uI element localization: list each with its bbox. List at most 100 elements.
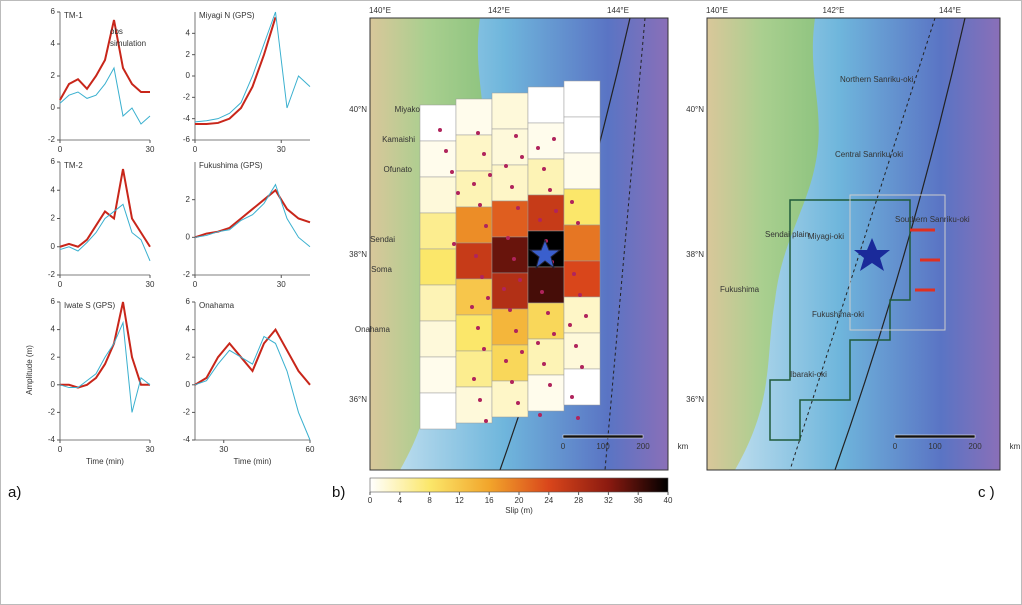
slip-cell	[527, 158, 565, 196]
y-tick-label: -2	[48, 270, 56, 279]
waveform-line	[194, 327, 311, 386]
aftershock	[476, 326, 480, 330]
aftershock	[518, 278, 522, 282]
x-tick-label: 30	[146, 145, 155, 154]
lon-label: 140°E	[706, 6, 728, 15]
place-label: Sendai	[370, 235, 395, 244]
place-label: Onahama	[355, 325, 391, 334]
aftershock	[584, 314, 588, 318]
y-tick-label: 0	[51, 242, 56, 251]
lat-label: 38°N	[686, 250, 704, 259]
slip-cell	[563, 188, 601, 226]
slip-cell	[527, 122, 565, 160]
colorbar-tick-label: 16	[485, 496, 494, 505]
scale-label: 0	[893, 442, 898, 451]
waveform-line	[59, 66, 151, 125]
x-tick-label: 30	[277, 280, 286, 289]
slip-cell	[527, 86, 565, 124]
y-tick-label: 0	[51, 380, 56, 389]
y-tick-label: -4	[183, 114, 191, 123]
aftershock	[478, 398, 482, 402]
aftershock	[546, 311, 550, 315]
scale-label: 100	[596, 442, 610, 451]
slip-cell	[563, 332, 601, 370]
aftershock	[568, 323, 572, 327]
slip-cell	[491, 92, 529, 130]
map-b-frame	[369, 17, 669, 471]
lat-label: 40°N	[686, 105, 704, 114]
y-tick-label: 0	[186, 232, 191, 241]
aftershock	[480, 275, 484, 279]
aftershock	[548, 188, 552, 192]
colorbar	[369, 477, 669, 493]
y-tick-label: -2	[48, 408, 56, 417]
aftershock	[444, 149, 448, 153]
plot-title: Miyagi N (GPS)	[199, 11, 255, 20]
aftershock	[472, 182, 476, 186]
x-tick-label: 0	[58, 280, 63, 289]
y-tick-label: -2	[183, 270, 191, 279]
aftershock	[476, 131, 480, 135]
y-tick-label: 6	[186, 297, 191, 306]
lat-label: 36°N	[349, 395, 367, 404]
scale-label: km	[1010, 442, 1021, 451]
slip-cell	[491, 236, 529, 274]
map-c	[707, 18, 1000, 470]
aftershock	[472, 377, 476, 381]
slip-cell	[419, 248, 457, 286]
aftershock	[484, 419, 488, 423]
y-tick-label: 6	[51, 157, 56, 166]
y-tick-label: 6	[51, 297, 56, 306]
waveform-line	[194, 11, 311, 123]
y-tick-label: 0	[186, 71, 191, 80]
x-tick-label: 0	[193, 280, 198, 289]
slip-cell	[455, 278, 493, 316]
waveform-line	[194, 335, 311, 441]
colorbar-label: Slip (m)	[505, 506, 533, 515]
slip-cell	[563, 260, 601, 298]
slip-cell	[527, 266, 565, 304]
waveform-line	[59, 168, 151, 248]
lat-label: 36°N	[686, 395, 704, 404]
lon-label: 144°E	[607, 6, 629, 15]
aftershock	[506, 236, 510, 240]
region-label: Sendai plain	[765, 230, 809, 239]
y-tick-label: 2	[186, 352, 191, 361]
slip-cell	[491, 380, 529, 418]
aftershock	[504, 359, 508, 363]
slip-cell	[419, 176, 457, 214]
aftershock	[570, 395, 574, 399]
lon-label: 144°E	[939, 6, 961, 15]
y-tick-label: 4	[186, 28, 191, 37]
y-tick-label: 2	[51, 71, 56, 80]
slip-cell	[563, 152, 601, 190]
aftershock	[488, 173, 492, 177]
region-label: Miyagi-oki	[808, 232, 844, 241]
aftershock	[514, 134, 518, 138]
aftershock	[572, 272, 576, 276]
legend-entry: obs	[110, 27, 123, 36]
x-tick-label: 30	[219, 445, 228, 454]
colorbar-tick-label: 12	[455, 496, 464, 505]
slip-cell	[455, 386, 493, 424]
aftershock	[574, 344, 578, 348]
x-tick-label: 0	[58, 445, 63, 454]
x-tick-label: 0	[58, 145, 63, 154]
slip-cell	[491, 164, 529, 202]
plot-title: TM-2	[64, 161, 83, 170]
y-tick-label: 2	[51, 352, 56, 361]
slip-cell	[527, 374, 565, 412]
waveform-line	[194, 188, 311, 239]
x-axis-label: Time (min)	[86, 457, 124, 466]
region-label: Central Sanriku-oki	[835, 150, 903, 159]
plot-title: TM-1	[64, 11, 83, 20]
slip-cell	[419, 140, 457, 178]
lon-label: 140°E	[369, 6, 391, 15]
waveform-line	[59, 203, 151, 262]
y-tick-label: -6	[183, 135, 191, 144]
slip-cell	[419, 284, 457, 322]
slip-cell	[455, 350, 493, 388]
slip-cell	[419, 212, 457, 250]
slip-cell	[455, 242, 493, 280]
y-tick-label: -2	[48, 135, 56, 144]
